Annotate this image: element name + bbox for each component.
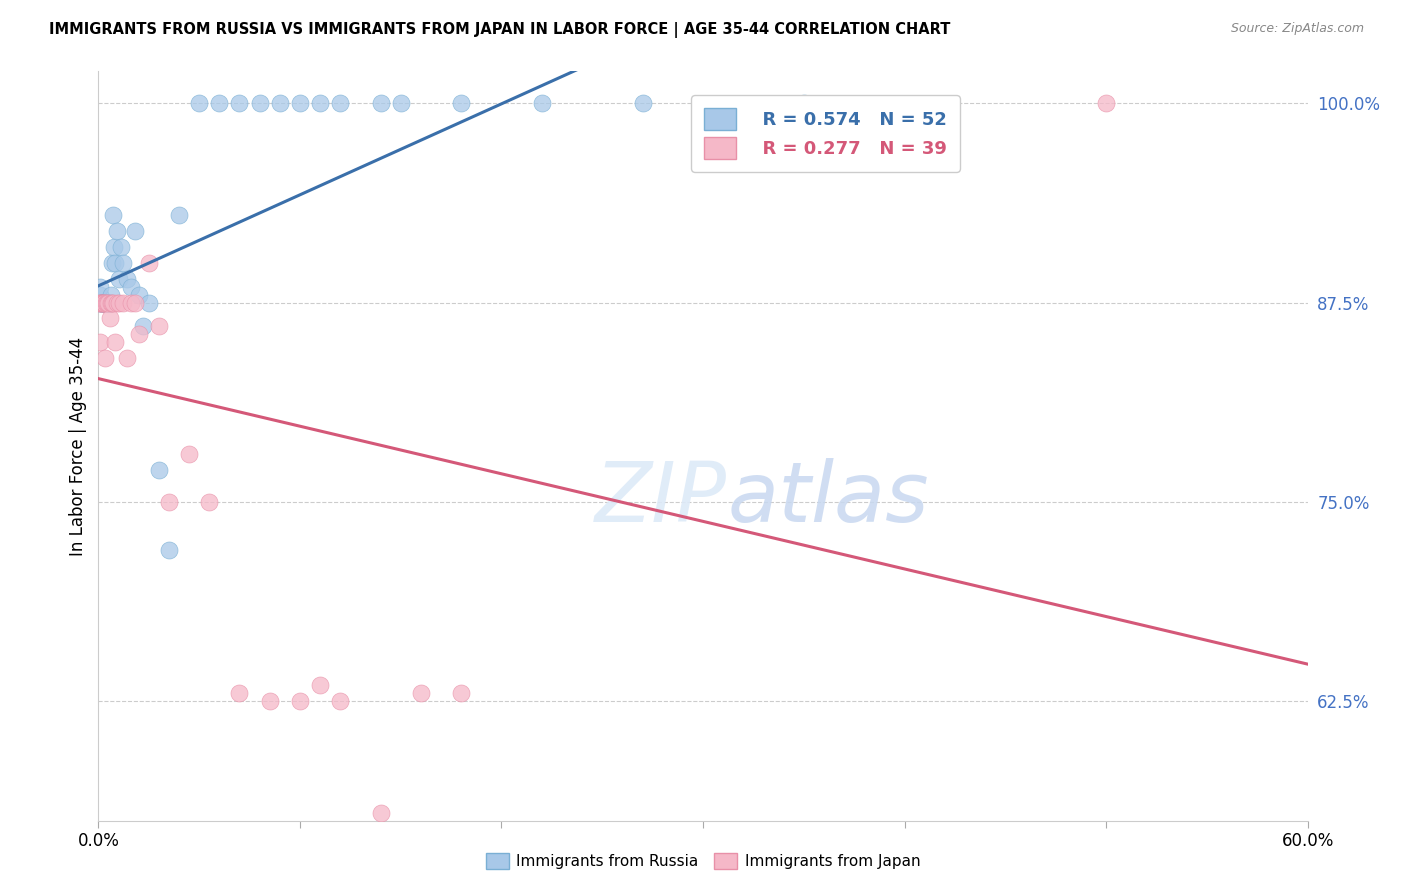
Point bbox=[389, 96, 412, 111]
Point bbox=[115, 271, 138, 285]
Point bbox=[228, 686, 250, 700]
Point bbox=[89, 287, 111, 301]
Point bbox=[93, 295, 115, 310]
Text: IMMIGRANTS FROM RUSSIA VS IMMIGRANTS FROM JAPAN IN LABOR FORCE | AGE 35-44 CORRE: IMMIGRANTS FROM RUSSIA VS IMMIGRANTS FRO… bbox=[49, 22, 950, 38]
Point bbox=[89, 295, 111, 310]
Point bbox=[138, 255, 160, 269]
Point bbox=[179, 447, 201, 461]
Point bbox=[98, 295, 121, 310]
Point bbox=[90, 295, 112, 310]
Point bbox=[93, 295, 115, 310]
Point bbox=[107, 271, 129, 285]
Point bbox=[91, 295, 114, 310]
Point bbox=[167, 208, 190, 222]
Text: Source: ZipAtlas.com: Source: ZipAtlas.com bbox=[1230, 22, 1364, 36]
Point bbox=[93, 295, 115, 310]
Point bbox=[309, 678, 332, 692]
Point bbox=[228, 96, 250, 111]
Point bbox=[288, 96, 311, 111]
Point bbox=[105, 224, 128, 238]
Point bbox=[97, 295, 120, 310]
Legend:   R = 0.574   N = 52,   R = 0.277   N = 39: R = 0.574 N = 52, R = 0.277 N = 39 bbox=[690, 95, 960, 172]
Point bbox=[631, 96, 654, 111]
Point bbox=[100, 295, 122, 310]
Point bbox=[157, 495, 180, 509]
Point bbox=[110, 240, 132, 254]
Point bbox=[120, 295, 142, 310]
Point bbox=[93, 295, 115, 310]
Point bbox=[89, 279, 111, 293]
Point bbox=[208, 96, 231, 111]
Point bbox=[198, 495, 221, 509]
Point bbox=[91, 295, 114, 310]
Point bbox=[94, 295, 117, 310]
Point bbox=[93, 295, 115, 310]
Point bbox=[128, 327, 150, 342]
Point bbox=[259, 694, 281, 708]
Point bbox=[100, 287, 122, 301]
Point bbox=[329, 694, 352, 708]
Point bbox=[90, 295, 112, 310]
Point bbox=[103, 255, 125, 269]
Y-axis label: In Labor Force | Age 35-44: In Labor Force | Age 35-44 bbox=[69, 336, 87, 556]
Point bbox=[91, 295, 114, 310]
Point bbox=[132, 319, 155, 334]
Point bbox=[96, 295, 118, 310]
Point bbox=[97, 295, 120, 310]
Point bbox=[103, 240, 125, 254]
Point bbox=[103, 335, 125, 350]
Point bbox=[124, 295, 146, 310]
Point bbox=[409, 686, 432, 700]
Point bbox=[91, 295, 114, 310]
Point bbox=[89, 295, 111, 310]
Legend: Immigrants from Russia, Immigrants from Japan: Immigrants from Russia, Immigrants from … bbox=[479, 847, 927, 875]
Point bbox=[124, 224, 146, 238]
Point bbox=[128, 287, 150, 301]
Point bbox=[370, 96, 392, 111]
Point bbox=[249, 96, 271, 111]
Point bbox=[98, 311, 121, 326]
Point bbox=[450, 96, 472, 111]
Point bbox=[89, 335, 111, 350]
Point bbox=[90, 295, 112, 310]
Point bbox=[96, 295, 118, 310]
Point bbox=[101, 208, 124, 222]
Point bbox=[98, 295, 121, 310]
Point bbox=[94, 295, 117, 310]
Point bbox=[100, 255, 122, 269]
Text: ZIP: ZIP bbox=[595, 458, 727, 539]
Point bbox=[94, 351, 117, 366]
Point bbox=[450, 686, 472, 700]
Point bbox=[97, 295, 120, 310]
Point bbox=[93, 295, 115, 310]
Point bbox=[115, 351, 138, 366]
Point bbox=[370, 805, 392, 820]
Point bbox=[288, 694, 311, 708]
Point bbox=[101, 295, 124, 310]
Point bbox=[89, 295, 111, 310]
Point bbox=[329, 96, 352, 111]
Point bbox=[148, 463, 170, 477]
Point bbox=[148, 319, 170, 334]
Text: atlas: atlas bbox=[727, 458, 929, 539]
Point bbox=[91, 295, 114, 310]
Point bbox=[157, 542, 180, 557]
Point bbox=[269, 96, 291, 111]
Point bbox=[1095, 96, 1118, 111]
Point bbox=[188, 96, 211, 111]
Point bbox=[107, 295, 129, 310]
Point bbox=[120, 279, 142, 293]
Point bbox=[96, 295, 118, 310]
Point bbox=[111, 295, 134, 310]
Point bbox=[138, 295, 160, 310]
Point bbox=[530, 96, 553, 111]
Point bbox=[111, 255, 134, 269]
Point bbox=[96, 295, 118, 310]
Point bbox=[793, 96, 815, 111]
Point bbox=[100, 295, 122, 310]
Point bbox=[96, 295, 118, 310]
Point bbox=[105, 295, 128, 310]
Point bbox=[309, 96, 332, 111]
